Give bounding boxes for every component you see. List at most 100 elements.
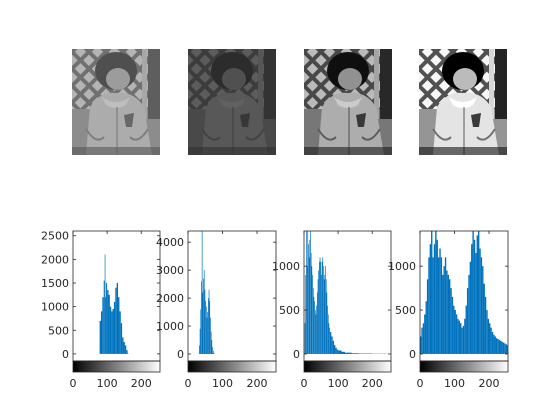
histogram-bar bbox=[312, 288, 314, 354]
x-tick-label: 100 bbox=[444, 377, 465, 390]
histogram-bar bbox=[480, 257, 483, 354]
histogram-bar bbox=[116, 283, 119, 354]
image-panel-2 bbox=[187, 48, 277, 156]
histogram-bar bbox=[437, 257, 440, 354]
histogram-bar bbox=[322, 257, 324, 354]
histogram-bar bbox=[465, 305, 467, 354]
x-tick-label: 200 bbox=[247, 377, 268, 390]
x-tick-label: 100 bbox=[97, 377, 118, 390]
histogram-bar bbox=[484, 296, 487, 354]
histogram-bar bbox=[204, 289, 206, 355]
histogram-bar bbox=[442, 274, 444, 354]
x-tick-label: 0 bbox=[70, 377, 77, 390]
histogram-bar bbox=[344, 352, 352, 354]
x-tick-label: 200 bbox=[479, 377, 500, 390]
y-tick-label: 1000 bbox=[388, 260, 416, 273]
grayscale-colorbar bbox=[73, 361, 160, 372]
histogram-bar bbox=[455, 314, 458, 354]
histogram-bar bbox=[308, 244, 309, 354]
histogram-bar bbox=[202, 292, 204, 355]
y-tick-label: 0 bbox=[177, 348, 184, 361]
image-panel-3 bbox=[303, 48, 393, 156]
y-tick-label: 500 bbox=[279, 304, 300, 317]
histogram-bar bbox=[108, 294, 110, 354]
histogram-panel-2: 0 1000 2000 3000 4000 0 100 200 bbox=[156, 230, 277, 390]
histogram-bar bbox=[205, 306, 207, 355]
histogram-bar bbox=[304, 323, 306, 354]
histogram-panel-1: 0 500 1000 1500 2000 2500 0 100 200 bbox=[41, 230, 161, 390]
histogram-bar bbox=[473, 239, 476, 354]
histogram-bar bbox=[201, 231, 203, 355]
image-panel-4 bbox=[418, 48, 508, 156]
x-tick-label: 0 bbox=[185, 377, 192, 390]
histogram-bar bbox=[493, 334, 495, 354]
histogram-bar bbox=[453, 305, 455, 354]
histogram-bar bbox=[127, 352, 129, 354]
histogram-bar bbox=[325, 266, 326, 354]
histogram-bar bbox=[468, 274, 470, 354]
histogram-bar bbox=[325, 279, 327, 354]
histogram-bar bbox=[203, 278, 204, 355]
histogram-bar bbox=[210, 331, 212, 355]
histogram-bar bbox=[320, 261, 322, 354]
histogram-bar bbox=[212, 350, 214, 355]
histogram-bar bbox=[338, 350, 342, 354]
y-tick-label: 0 bbox=[409, 348, 416, 361]
histogram-bar bbox=[316, 292, 318, 354]
histogram-bar bbox=[332, 340, 335, 354]
photo-3-stretched bbox=[303, 48, 393, 156]
histogram-bar bbox=[443, 266, 445, 354]
histogram-bar bbox=[99, 320, 101, 354]
histogram-bar bbox=[122, 337, 124, 354]
histogram-bar bbox=[306, 231, 307, 354]
histogram-bar bbox=[312, 274, 313, 354]
histogram-bar bbox=[428, 257, 430, 354]
histogram-bar bbox=[314, 310, 316, 354]
histogram-bar bbox=[433, 244, 436, 354]
histogram-bar bbox=[200, 309, 202, 355]
histogram-bar bbox=[199, 345, 200, 355]
histogram-bar bbox=[316, 305, 317, 354]
histogram-bar bbox=[109, 306, 112, 354]
histogram-bar bbox=[115, 287, 117, 354]
histogram-bar bbox=[335, 347, 337, 354]
histogram-panel-4: 0 500 1000 0 100 200 bbox=[388, 230, 509, 390]
histogram-bar bbox=[208, 298, 209, 355]
histogram-bar bbox=[464, 318, 466, 354]
histogram-bar bbox=[490, 327, 492, 354]
x-tick-label: 100 bbox=[328, 377, 349, 390]
histogram-bar bbox=[498, 339, 501, 354]
histogram-bar bbox=[421, 327, 423, 354]
histogram-bar bbox=[502, 342, 505, 354]
histogram-bar bbox=[310, 252, 312, 354]
histogram-bar bbox=[309, 239, 311, 354]
histogram-bar bbox=[123, 342, 125, 354]
histogram-bar bbox=[323, 279, 325, 354]
grayscale-colorbar bbox=[188, 361, 276, 372]
x-tick-label: 200 bbox=[131, 377, 152, 390]
histogram-bar bbox=[479, 248, 481, 354]
y-tick-label: 500 bbox=[395, 304, 416, 317]
histogram-bar bbox=[321, 274, 322, 354]
histogram-bar bbox=[457, 318, 459, 354]
histogram-bar bbox=[199, 328, 201, 355]
histogram-bar bbox=[321, 261, 323, 354]
histogram-bar bbox=[305, 274, 307, 354]
histogram-bar bbox=[489, 323, 491, 354]
histogram-bar bbox=[440, 257, 443, 354]
histogram-bar bbox=[209, 300, 211, 355]
histogram-bar bbox=[207, 312, 209, 355]
histogram-bar bbox=[328, 323, 330, 354]
histogram-bar bbox=[491, 332, 494, 354]
histogram-bar bbox=[323, 266, 324, 354]
axes-frame bbox=[72, 230, 161, 362]
histogram-bar bbox=[203, 270, 205, 355]
histogram-bar bbox=[318, 270, 320, 354]
histogram-bar bbox=[426, 279, 429, 354]
histogram-bar bbox=[100, 311, 103, 354]
histogram-bar bbox=[505, 344, 507, 354]
histogram-bar bbox=[103, 280, 105, 354]
x-tick-label: 200 bbox=[362, 377, 383, 390]
histogram-bar bbox=[213, 352, 215, 355]
histogram-bar bbox=[112, 309, 114, 354]
